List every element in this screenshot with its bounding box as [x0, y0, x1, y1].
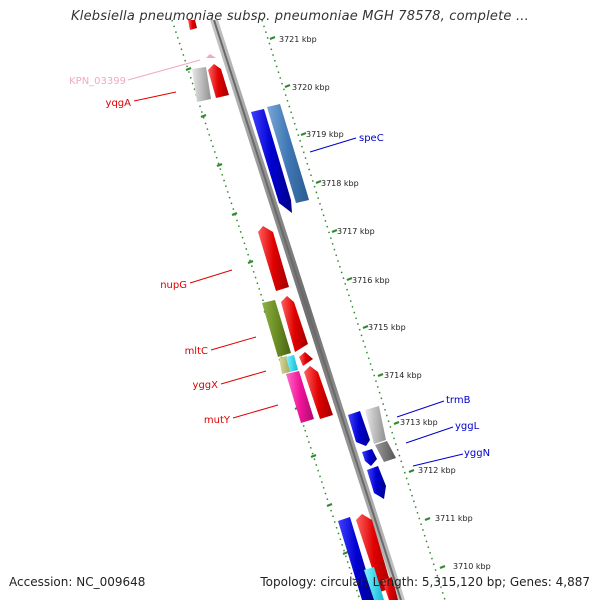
- gene-label-mutY[interactable]: mutY: [204, 415, 231, 426]
- genome-summary-text: Topology: circular; Length: 5,315,120 bp…: [260, 575, 590, 589]
- gene-feature-yggL[interactable]: [375, 441, 396, 462]
- gene-feature-red-small[interactable]: [299, 352, 313, 366]
- right-tick-marks: [269, 35, 446, 570]
- gene-label-kpn03399[interactable]: KPN_03399: [69, 76, 126, 87]
- label-leaders-left: [127, 59, 279, 419]
- label-leaders-right: [309, 137, 464, 467]
- gene-feature-yggN[interactable]: [367, 466, 386, 499]
- gene-feature-speC[interactable]: [251, 109, 292, 213]
- scale-label: 3712 kbp: [418, 466, 456, 475]
- scale-label: 3714 kbp: [384, 371, 422, 380]
- gene-label-trmB[interactable]: trmB: [446, 395, 471, 406]
- gene-feature-red-2[interactable]: [304, 366, 333, 419]
- scale-label: 3719 kbp: [306, 130, 344, 139]
- gene-feature[interactable]: [188, 20, 197, 30]
- gene-feature-mltC[interactable]: [262, 300, 291, 357]
- backbone-edge: [213, 19, 402, 600]
- scale-label: 3720 kbp: [292, 83, 330, 92]
- scale-label: 3718 kbp: [321, 179, 359, 188]
- gene-feature-red[interactable]: [281, 296, 308, 352]
- scale-labels: 3721 kbp 3720 kbp 3719 kbp 3718 kbp 3717…: [279, 35, 491, 571]
- scale-label: 3715 kbp: [368, 323, 406, 332]
- gene-feature[interactable]: [356, 514, 392, 592]
- gene-feature[interactable]: [364, 567, 384, 600]
- gene-feature-grey-2[interactable]: [365, 406, 386, 444]
- scale-label: 3717 kbp: [337, 227, 375, 236]
- scale-label: 3711 kbp: [435, 514, 473, 523]
- gene-feature-grey[interactable]: [192, 67, 211, 102]
- gene-feature-blue-small[interactable]: [362, 449, 377, 466]
- gene-feature-yqgA[interactable]: [208, 64, 229, 98]
- gene-label-speC[interactable]: speC: [359, 133, 384, 144]
- scale-label: 3710 kbp: [453, 562, 491, 571]
- gene-feature-kpn03399[interactable]: [206, 54, 216, 58]
- gene-label-yggX[interactable]: yggX: [193, 380, 219, 391]
- gene-feature-nupG[interactable]: [258, 226, 289, 291]
- gene-label-mltC[interactable]: mltC: [185, 346, 208, 357]
- gene-feature[interactable]: [338, 517, 375, 600]
- gene-label-yggN[interactable]: yggN: [464, 448, 490, 459]
- scale-label: 3721 kbp: [279, 35, 317, 44]
- gene-feature[interactable]: [382, 577, 398, 600]
- gene-feature-trmB[interactable]: [348, 411, 370, 446]
- gene-label-yqgA[interactable]: yqgA: [106, 98, 132, 109]
- gene-feature-speC-companion[interactable]: [267, 104, 309, 203]
- scale-label: 3713 kbp: [400, 418, 438, 427]
- scale-label: 3716 kbp: [352, 276, 390, 285]
- gene-label-yggL[interactable]: yggL: [455, 421, 480, 432]
- map-title: Klebsiella pneumoniae subsp. pneumoniae …: [71, 9, 529, 24]
- gene-feature-yggX[interactable]: [286, 355, 298, 372]
- gene-labels: KPN_03399 yqgA speC nupG mltC yggX mutY …: [69, 76, 490, 459]
- gene-feature-mutY[interactable]: [286, 371, 314, 423]
- accession-text: Accession: NC_009648: [9, 575, 146, 589]
- gene-label-nupG[interactable]: nupG: [160, 280, 187, 291]
